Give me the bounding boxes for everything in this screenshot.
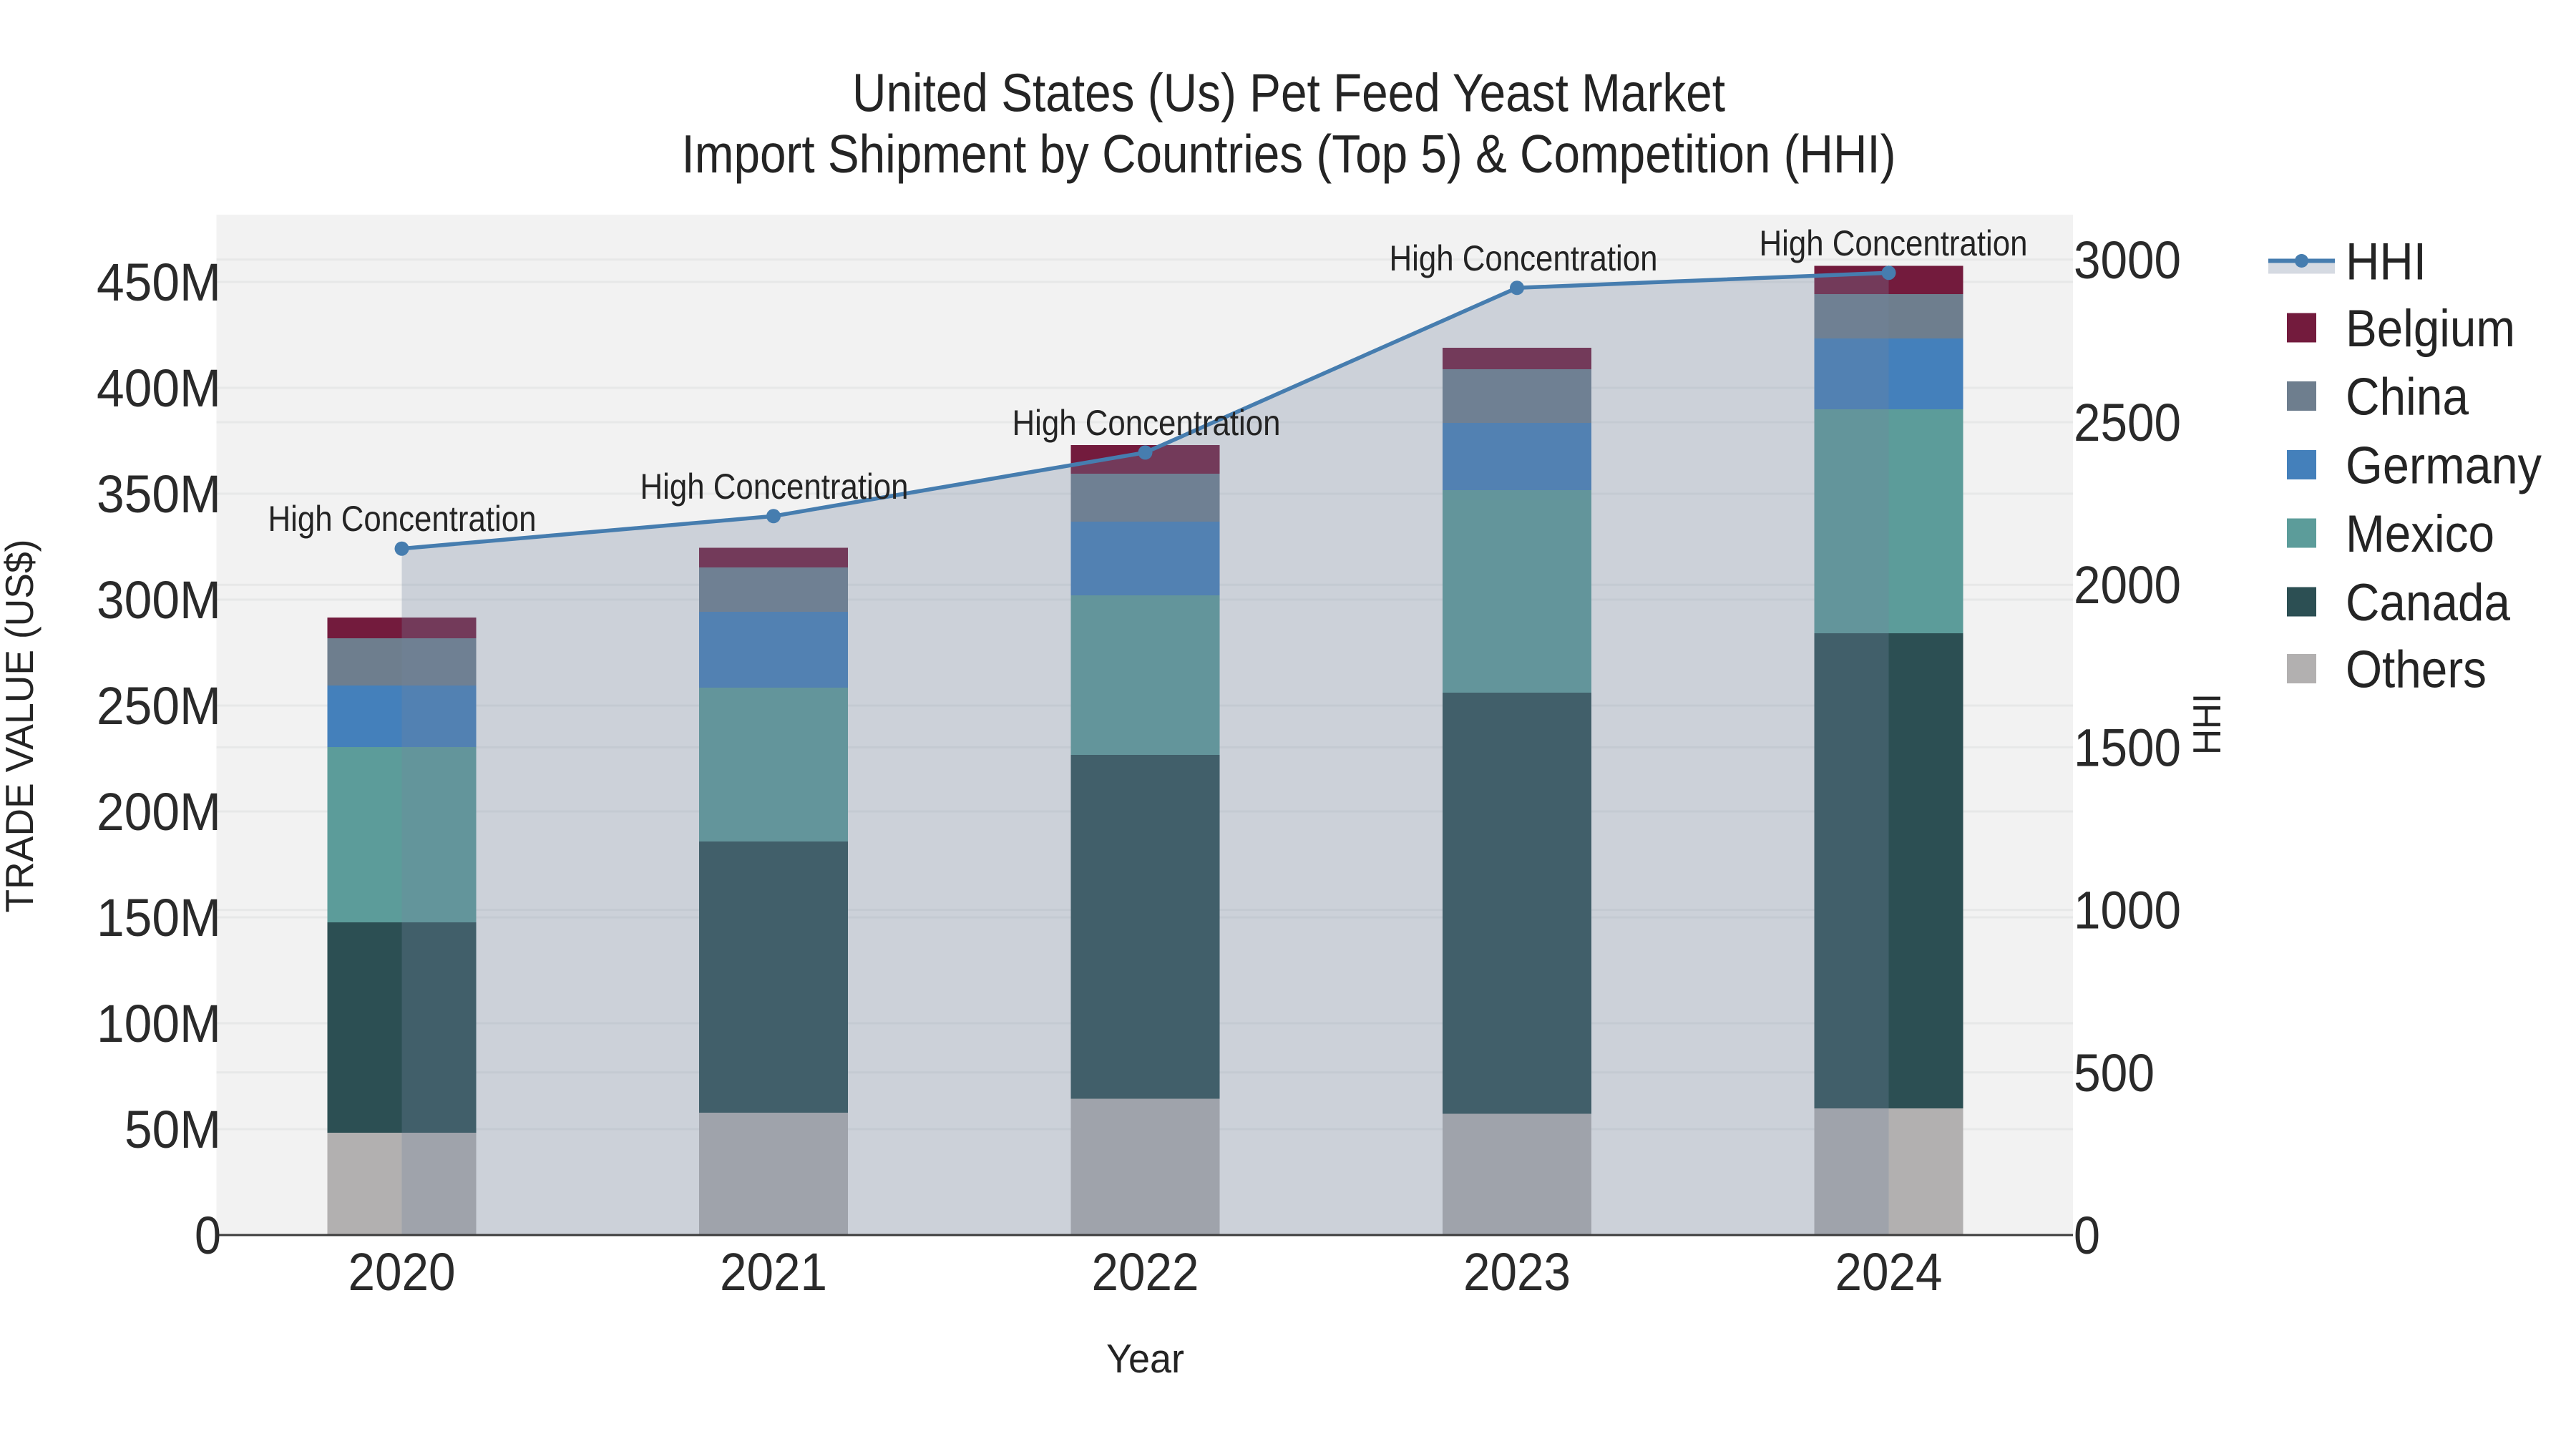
svg-text:2024: 2024 (1835, 1242, 1943, 1302)
svg-text:China: China (2346, 369, 2469, 426)
svg-text:500: 500 (2074, 1043, 2155, 1103)
svg-text:Belgium: Belgium (2346, 300, 2515, 358)
svg-text:United States (Us) Pet Feed Ye: United States (Us) Pet Feed Yeast Market (852, 63, 1725, 123)
svg-text:50M: 50M (125, 1100, 221, 1159)
svg-text:2022: 2022 (1092, 1242, 1199, 1302)
svg-text:Mexico: Mexico (2346, 505, 2494, 563)
svg-text:Canada: Canada (2346, 574, 2510, 632)
svg-text:2021: 2021 (720, 1242, 827, 1302)
svg-text:2000: 2000 (2074, 555, 2181, 615)
svg-text:Others: Others (2346, 641, 2487, 699)
svg-text:TRADE VALUE (US$): TRADE VALUE (US$) (0, 540, 42, 913)
svg-text:Year: Year (1106, 1336, 1184, 1382)
svg-text:High Concentration: High Concentration (1390, 238, 1658, 278)
svg-text:1500: 1500 (2074, 718, 2181, 777)
svg-text:2500: 2500 (2074, 393, 2181, 452)
svg-text:2020: 2020 (348, 1242, 456, 1302)
svg-text:High Concentration: High Concentration (640, 467, 909, 507)
svg-text:350M: 350M (97, 464, 221, 524)
svg-text:Germany: Germany (2346, 437, 2542, 495)
svg-text:100M: 100M (97, 994, 221, 1053)
svg-text:HHI: HHI (2185, 693, 2229, 755)
svg-text:0: 0 (2074, 1206, 2100, 1265)
svg-text:0: 0 (195, 1206, 221, 1265)
svg-text:250M: 250M (97, 676, 221, 736)
svg-text:450M: 450M (97, 253, 221, 312)
svg-text:400M: 400M (97, 358, 221, 418)
svg-text:2023: 2023 (1463, 1242, 1571, 1302)
svg-text:HHI: HHI (2346, 233, 2426, 291)
svg-text:3000: 3000 (2074, 230, 2181, 290)
svg-text:Import Shipment by Countries (: Import Shipment by Countries (Top 5) & C… (682, 124, 1896, 184)
svg-text:High Concentration: High Concentration (268, 499, 537, 539)
svg-text:150M: 150M (97, 888, 221, 947)
svg-text:High Concentration: High Concentration (1760, 223, 2028, 263)
svg-text:200M: 200M (97, 782, 221, 841)
svg-text:1000: 1000 (2074, 881, 2181, 940)
svg-text:High Concentration: High Concentration (1013, 403, 1281, 443)
svg-text:300M: 300M (97, 570, 221, 630)
